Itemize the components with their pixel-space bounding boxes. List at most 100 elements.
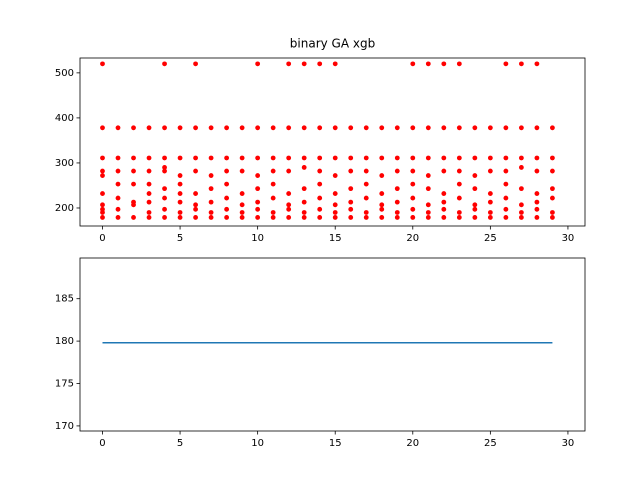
point: [115, 215, 121, 220]
x-tick-label: 20: [406, 233, 419, 244]
point: [425, 210, 431, 215]
point: [332, 215, 338, 220]
point: [518, 155, 524, 161]
point: [286, 215, 292, 220]
point: [270, 168, 276, 174]
point: [487, 199, 493, 205]
point: [301, 215, 307, 220]
point: [317, 181, 323, 187]
point: [177, 215, 183, 220]
x-tick-label: 10: [251, 233, 264, 244]
point: [379, 206, 385, 212]
point: [518, 165, 524, 170]
point: [162, 125, 167, 131]
point: [332, 125, 338, 131]
point: [441, 155, 447, 161]
point: [456, 61, 462, 67]
point: [301, 186, 307, 192]
point: [286, 168, 292, 174]
point: [100, 191, 105, 196]
point: [487, 191, 493, 196]
point: [425, 215, 431, 220]
point: [518, 186, 524, 192]
point: [286, 202, 292, 208]
point: [332, 155, 338, 161]
point: [286, 155, 292, 161]
point: [534, 199, 540, 205]
point: [410, 61, 416, 67]
point: [518, 210, 524, 215]
point: [255, 215, 261, 220]
point: [472, 202, 478, 208]
point: [131, 168, 136, 174]
point: [146, 125, 152, 131]
point: [379, 215, 385, 220]
point: [363, 195, 369, 201]
point: [456, 195, 462, 201]
point: [456, 125, 462, 131]
point: [410, 125, 416, 131]
point: [286, 61, 292, 67]
point: [255, 199, 261, 205]
point: [100, 173, 105, 178]
point: [224, 155, 230, 161]
point: [177, 155, 183, 161]
x-tick-label: 25: [484, 233, 497, 244]
point: [441, 199, 447, 205]
point: [162, 215, 167, 220]
x-tick-label: 20: [406, 438, 419, 449]
point: [550, 186, 555, 192]
x-tick-label: 10: [251, 438, 264, 449]
point: [332, 210, 338, 215]
y-tick-label: 500: [55, 68, 74, 79]
point: [425, 155, 431, 161]
point: [472, 206, 478, 212]
point: [131, 199, 136, 205]
point: [239, 155, 245, 161]
point: [441, 215, 447, 220]
point: [177, 181, 183, 187]
point: [239, 215, 245, 220]
point: [270, 155, 276, 161]
point: [534, 191, 540, 196]
point: [162, 168, 167, 174]
point: [255, 186, 261, 192]
point: [534, 155, 540, 161]
point: [410, 206, 416, 212]
point: [379, 155, 385, 161]
point: [131, 125, 136, 131]
point: [224, 206, 230, 212]
point: [332, 191, 338, 196]
point: [456, 155, 462, 161]
point: [503, 168, 509, 174]
point: [363, 215, 369, 220]
point: [177, 199, 183, 205]
x-tick-label: 25: [484, 438, 497, 449]
point: [208, 186, 214, 192]
point: [286, 191, 292, 196]
point: [472, 155, 478, 161]
point: [146, 215, 152, 220]
point: [394, 215, 400, 220]
point: [379, 173, 385, 178]
point: [270, 215, 276, 220]
point: [239, 210, 245, 215]
point: [410, 195, 416, 201]
point: [100, 168, 105, 174]
point: [441, 125, 447, 131]
point: [146, 191, 152, 196]
point: [394, 199, 400, 205]
point: [550, 155, 555, 161]
point: [550, 215, 555, 220]
point: [177, 173, 183, 178]
point: [115, 125, 121, 131]
point: [363, 168, 369, 174]
point: [162, 155, 167, 161]
point: [534, 61, 540, 67]
point: [146, 210, 152, 215]
point: [410, 168, 416, 174]
point: [410, 181, 416, 187]
point: [224, 181, 230, 187]
point: [193, 191, 198, 196]
